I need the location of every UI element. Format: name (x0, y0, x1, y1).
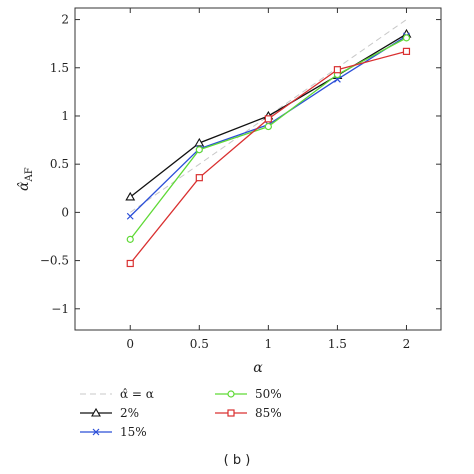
legend-item-3: 50% (215, 387, 282, 401)
axes: 0 0.5 1 1.5 2 −1 −0.5 0 0.5 1 1.5 2 α α̂AF (16, 7, 442, 376)
legend-label: 2% (120, 406, 139, 420)
x-axis-label: α (253, 360, 263, 376)
point-marker-triangle (91, 407, 101, 417)
legend-label: α̂ = α (120, 387, 154, 401)
legend-item-2: 15% (80, 425, 147, 439)
legend-label: 50% (255, 387, 282, 401)
point-marker-x (126, 212, 134, 220)
y-tick-label: −0.5 (40, 254, 69, 268)
legend-label: 85% (255, 406, 282, 420)
plot-frame (74, 7, 442, 331)
y-tick-label: 1.5 (50, 61, 69, 75)
legend-item-4: 85% (215, 406, 282, 420)
y-tick-label: 1 (61, 109, 69, 123)
series-0 (129, 19, 407, 213)
point-marker-square (333, 66, 342, 74)
x-tick-label: 1.5 (328, 337, 347, 351)
series-group (125, 19, 412, 268)
figure-caption: ( b ) (223, 453, 251, 468)
x-tick-label: 2 (403, 337, 411, 351)
point-marker-square (126, 259, 134, 268)
y-tick-label: 2 (61, 13, 69, 27)
point-marker-triangle (194, 137, 205, 147)
legend-label: 15% (120, 425, 147, 439)
series-4 (126, 47, 411, 268)
point-marker-circle (195, 146, 203, 154)
point-marker-square (264, 115, 272, 123)
y-tick-label: 0.5 (50, 157, 69, 171)
point-marker-circle (402, 34, 411, 42)
y-axis-label-subscript: AF (24, 167, 35, 182)
point-marker-circle (264, 122, 272, 131)
x-tick-label: 0.5 (190, 337, 209, 351)
y-axis-label: α̂AF (16, 167, 35, 191)
series-1 (125, 28, 412, 201)
point-marker-circle (227, 390, 235, 398)
point-marker-circle (126, 235, 134, 243)
series-line (129, 50, 407, 264)
x-tick-label: 0 (126, 337, 134, 351)
point-marker-square (402, 47, 411, 55)
point-marker-triangle (125, 191, 136, 201)
point-marker-x (92, 428, 100, 436)
x-tick-label: 1 (265, 337, 273, 351)
series-3 (126, 34, 411, 243)
legend-item-0: α̂ = α (80, 387, 154, 401)
series-line (129, 19, 407, 213)
legend-item-1: 2% (80, 406, 139, 420)
y-tick-label: 0 (61, 205, 69, 219)
series-line (129, 37, 407, 240)
y-tick-label: −1 (51, 302, 69, 316)
point-marker-square (195, 174, 203, 182)
legend: α̂ = α 2% 15% 50% 85% (80, 387, 282, 439)
point-marker-square (227, 409, 235, 417)
